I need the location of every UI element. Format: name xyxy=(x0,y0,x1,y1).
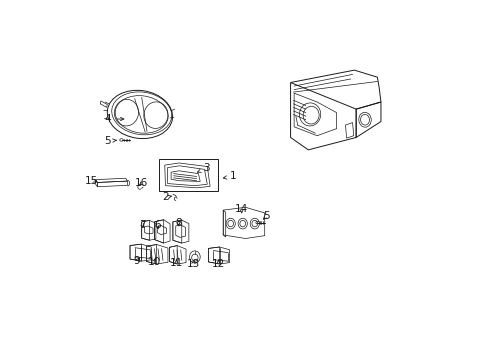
Text: 3: 3 xyxy=(197,163,209,173)
Text: 6: 6 xyxy=(154,220,160,230)
Text: 7: 7 xyxy=(139,220,146,230)
Text: 5: 5 xyxy=(263,211,269,221)
Text: 14: 14 xyxy=(235,204,248,214)
Text: 4: 4 xyxy=(104,114,123,124)
Text: 11: 11 xyxy=(169,258,183,268)
Text: 2: 2 xyxy=(162,192,172,202)
Text: 5: 5 xyxy=(104,136,116,146)
Text: 9: 9 xyxy=(134,256,140,266)
Text: 13: 13 xyxy=(186,258,200,269)
Text: 12: 12 xyxy=(212,258,225,269)
Bar xyxy=(159,159,218,192)
Text: 10: 10 xyxy=(147,257,161,267)
Text: 1: 1 xyxy=(223,171,236,181)
Text: 15: 15 xyxy=(84,176,98,186)
Text: 16: 16 xyxy=(134,178,147,188)
Text: 8: 8 xyxy=(175,218,182,228)
